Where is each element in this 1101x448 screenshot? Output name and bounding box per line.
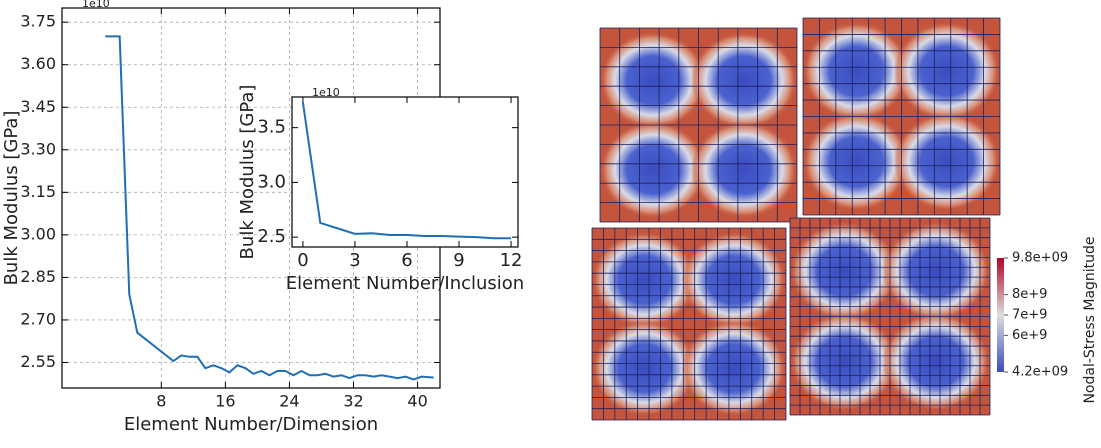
stress-blob bbox=[803, 21, 910, 121]
mesh-panels bbox=[591, 17, 1001, 421]
stress-blob bbox=[803, 112, 910, 212]
offset-text: 1e10 bbox=[312, 86, 340, 99]
stress-blob bbox=[592, 320, 697, 417]
y-tick-label: 3.75 bbox=[20, 12, 56, 31]
y-tick-label: 3.60 bbox=[20, 54, 56, 73]
y-tick-label: 2.55 bbox=[20, 352, 56, 371]
inset-background bbox=[292, 97, 518, 247]
stress-blob bbox=[690, 121, 797, 219]
offset-text: 1e10 bbox=[82, 0, 110, 10]
stress-blob bbox=[790, 312, 898, 412]
stress-blob bbox=[893, 112, 1000, 212]
colorbar-tick-label: 6e+9 bbox=[1012, 328, 1047, 343]
colorbar-tick-label: 9.8e+09 bbox=[1012, 251, 1068, 266]
mesh-panel bbox=[591, 227, 787, 421]
y-tick-label: 3.00 bbox=[20, 224, 56, 243]
x-tick-label: 8 bbox=[156, 392, 166, 411]
y-tick-label: 2.85 bbox=[20, 267, 56, 286]
stress-blob bbox=[592, 231, 697, 328]
y-tick-label: 2.5 bbox=[257, 226, 286, 247]
colorbar-label: Nodal-Stress Magnitude bbox=[1082, 236, 1098, 403]
mesh-panel bbox=[802, 17, 1001, 216]
y-tick-label: 3.0 bbox=[257, 171, 286, 192]
colorbar bbox=[997, 258, 1004, 372]
y-tick-label: 2.70 bbox=[20, 309, 56, 328]
x-tick-label: 9 bbox=[453, 250, 464, 271]
data-line bbox=[301, 102, 512, 240]
x-tick-label: 40 bbox=[407, 392, 427, 411]
x-tick-label: 3 bbox=[349, 250, 360, 271]
data-line bbox=[105, 35, 434, 381]
stress-blob bbox=[882, 221, 990, 321]
y-tick-label: 3.15 bbox=[20, 182, 56, 201]
stress-blob bbox=[893, 21, 1000, 121]
x-tick-label: 24 bbox=[279, 392, 299, 411]
x-axis-label: Element Number/Inclusion bbox=[286, 273, 524, 294]
colorbar-tick-label: 8e+9 bbox=[1012, 287, 1047, 302]
y-tick-label: 3.45 bbox=[20, 97, 56, 116]
y-tick-label: 3.30 bbox=[20, 139, 56, 158]
x-tick-label: 16 bbox=[215, 392, 235, 411]
y-axis-label: Bulk Modulus [GPa] bbox=[237, 85, 258, 260]
x-axis-label: Element Number/Dimension bbox=[124, 414, 378, 435]
y-tick-label: 3.5 bbox=[257, 117, 286, 138]
mesh-panel bbox=[789, 217, 991, 416]
x-tick-label: 32 bbox=[343, 392, 363, 411]
stress-blob bbox=[681, 320, 786, 417]
colorbar-tick-label: 7e+9 bbox=[1012, 308, 1047, 323]
stress-blob bbox=[600, 31, 707, 129]
stress-blob bbox=[882, 312, 990, 412]
stress-blob bbox=[600, 121, 707, 219]
mesh-panel bbox=[599, 27, 798, 223]
x-tick-label: 12 bbox=[500, 250, 523, 271]
y-axis-label: Bulk Modulus [GPa] bbox=[1, 111, 22, 286]
stress-blob bbox=[790, 221, 898, 321]
x-tick-label: 6 bbox=[401, 250, 412, 271]
stress-blob bbox=[690, 31, 797, 129]
x-tick-label: 0 bbox=[297, 250, 308, 271]
stress-blob bbox=[681, 231, 786, 328]
colorbar-tick-label: 4.2e+09 bbox=[1012, 365, 1068, 380]
plot-frame bbox=[291, 96, 519, 248]
